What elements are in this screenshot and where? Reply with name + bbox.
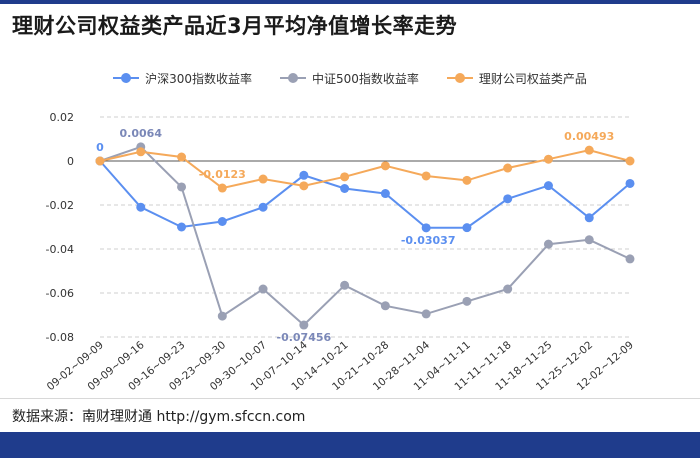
- series-line-0: [99, 160, 631, 229]
- bottom-accent-bar: [0, 432, 700, 458]
- data-point-2: [217, 183, 227, 193]
- series-line-2: [99, 149, 631, 190]
- y-tick-label: -0.04: [46, 243, 74, 256]
- data-point-0: [177, 222, 187, 232]
- data-point-2: [584, 145, 594, 155]
- data-point-1: [625, 254, 635, 264]
- series-line-1: [99, 145, 631, 327]
- y-tick-label: 0.02: [50, 111, 75, 124]
- data-point-0: [503, 194, 513, 204]
- data-point-2: [340, 172, 350, 182]
- legend-label-wealth-equity: 理财公司权益类产品: [478, 71, 587, 86]
- data-labels: 0 0.0064 -0.0123 -0.07456 -0.03037 0.00493: [96, 127, 614, 344]
- data-point-0: [258, 202, 268, 212]
- data-point-0: [340, 184, 350, 193]
- y-tick-label: 0: [67, 155, 74, 168]
- y-axis-ticks: 0.02 0 -0.02 -0.04 -0.06 -0.08: [46, 111, 74, 344]
- data-point-2: [462, 175, 472, 185]
- data-point-0: [421, 223, 431, 233]
- data-point-1: [217, 311, 227, 321]
- line-chart: 0.02 0 -0.02 -0.04 -0.06 -0.08 09-02~09-0909-…: [45, 111, 636, 393]
- data-point-1: [462, 296, 472, 306]
- legend-swatch-hs300: [113, 72, 140, 84]
- series-points: [95, 142, 635, 330]
- data-point-2: [380, 161, 390, 171]
- data-point-0: [380, 189, 390, 199]
- data-point-0: [217, 217, 227, 226]
- legend-item-zz500[interactable]: 中证500指数收益率: [279, 68, 419, 88]
- data-label: -0.07456: [277, 331, 332, 344]
- data-point-2: [258, 174, 268, 184]
- data-point-1: [584, 235, 594, 245]
- y-tick-label: -0.06: [46, 287, 74, 300]
- data-point-1: [503, 284, 513, 294]
- legend: 沪深300指数收益率 中证500指数收益率 理财公司权益类产品: [0, 68, 700, 88]
- legend-swatch-zz500: [279, 72, 306, 84]
- data-point-2: [503, 163, 513, 173]
- data-point-1: [543, 239, 553, 249]
- data-point-0: [136, 202, 146, 212]
- data-label: -0.03037: [401, 234, 456, 247]
- legend-label-zz500: 中证500指数收益率: [311, 71, 419, 86]
- data-point-2: [543, 154, 553, 164]
- data-point-2: [95, 156, 105, 166]
- data-label: 0.0064: [120, 127, 163, 140]
- data-point-2: [625, 156, 635, 166]
- data-label: -0.0123: [199, 168, 246, 181]
- legend-item-hs300[interactable]: 沪深300指数收益率: [113, 68, 252, 88]
- series-lines: [99, 145, 631, 327]
- data-point-1: [299, 320, 309, 330]
- y-tick-label: -0.08: [46, 331, 74, 344]
- data-point-2: [421, 171, 431, 181]
- legend-label-hs300: 沪深300指数收益率: [145, 71, 252, 86]
- data-label: 0.00493: [564, 130, 614, 143]
- y-tick-label: -0.02: [46, 199, 74, 212]
- data-point-0: [543, 181, 553, 191]
- x-axis-ticks: 09-02~09-0909-09~09-1609-16~09-2309-23~0…: [45, 339, 636, 393]
- data-label: 0: [96, 141, 104, 154]
- data-source: 数据来源：南财理财通 http://gym.sfccn.com: [12, 409, 306, 425]
- data-point-0: [299, 170, 309, 180]
- data-point-2: [177, 152, 187, 162]
- data-point-0: [462, 223, 472, 233]
- data-point-1: [258, 284, 268, 294]
- legend-swatch-wealth-equity: [446, 72, 473, 84]
- legend-item-wealth-equity[interactable]: 理财公司权益类产品: [446, 68, 587, 88]
- data-point-1: [177, 182, 187, 192]
- data-point-1: [380, 301, 390, 311]
- gridlines: [100, 116, 630, 338]
- data-point-0: [625, 178, 635, 188]
- data-point-1: [421, 309, 431, 319]
- data-point-2: [136, 147, 146, 157]
- footer-divider: [0, 398, 700, 399]
- chart-title: 理财公司权益类产品近3月平均净值增长率走势: [12, 14, 458, 38]
- data-point-0: [584, 213, 594, 223]
- top-accent-bar: [0, 0, 700, 4]
- data-point-2: [299, 181, 309, 191]
- data-point-1: [340, 280, 350, 290]
